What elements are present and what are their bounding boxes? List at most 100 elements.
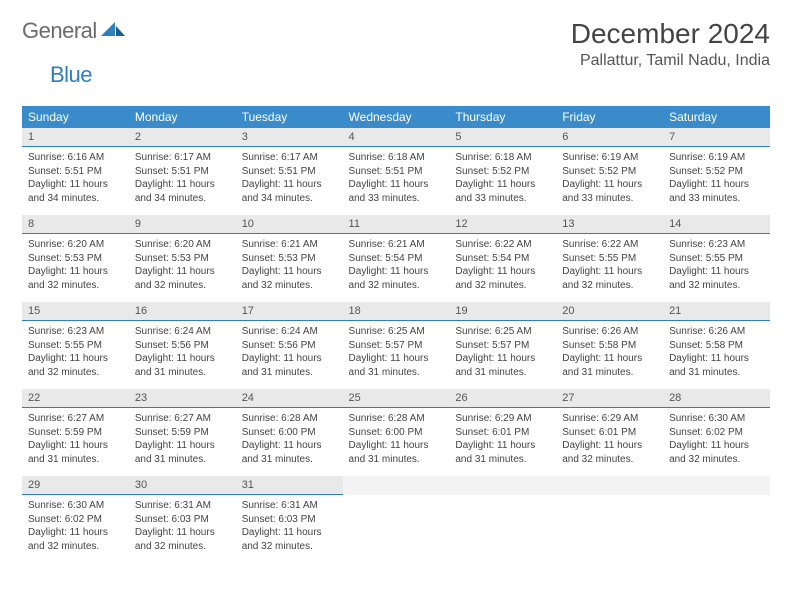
daylight-text: Daylight: 11 hours and 32 minutes.	[455, 265, 550, 292]
daylight-text: Daylight: 11 hours and 31 minutes.	[242, 439, 337, 466]
day-detail-cell: Sunrise: 6:21 AMSunset: 5:53 PMDaylight:…	[236, 234, 343, 303]
day-number-cell: 26	[449, 389, 556, 408]
day-detail-cell: Sunrise: 6:18 AMSunset: 5:51 PMDaylight:…	[343, 147, 450, 216]
daylight-text: Daylight: 11 hours and 32 minutes.	[28, 352, 123, 379]
day-number-cell: 27	[556, 389, 663, 408]
day-number-cell: 29	[22, 476, 129, 495]
sunrise-text: Sunrise: 6:31 AM	[135, 499, 230, 513]
day-number-row: 22232425262728	[22, 389, 770, 408]
sunset-text: Sunset: 6:00 PM	[349, 426, 444, 440]
sunrise-text: Sunrise: 6:18 AM	[455, 151, 550, 165]
weekday-header: Tuesday	[236, 106, 343, 128]
sunset-text: Sunset: 6:02 PM	[669, 426, 764, 440]
day-detail-cell: Sunrise: 6:17 AMSunset: 5:51 PMDaylight:…	[236, 147, 343, 216]
day-number-cell	[556, 476, 663, 495]
sunset-text: Sunset: 5:54 PM	[349, 252, 444, 266]
daylight-text: Daylight: 11 hours and 34 minutes.	[28, 178, 123, 205]
day-detail-cell: Sunrise: 6:19 AMSunset: 5:52 PMDaylight:…	[556, 147, 663, 216]
day-number-cell: 30	[129, 476, 236, 495]
day-number-row: 293031	[22, 476, 770, 495]
daylight-text: Daylight: 11 hours and 31 minutes.	[455, 352, 550, 379]
day-detail-row: Sunrise: 6:20 AMSunset: 5:53 PMDaylight:…	[22, 234, 770, 303]
day-detail-cell: Sunrise: 6:16 AMSunset: 5:51 PMDaylight:…	[22, 147, 129, 216]
sunrise-text: Sunrise: 6:22 AM	[562, 238, 657, 252]
day-detail-cell: Sunrise: 6:28 AMSunset: 6:00 PMDaylight:…	[236, 408, 343, 477]
day-detail-row: Sunrise: 6:27 AMSunset: 5:59 PMDaylight:…	[22, 408, 770, 477]
day-detail-cell: Sunrise: 6:30 AMSunset: 6:02 PMDaylight:…	[22, 495, 129, 564]
daylight-text: Daylight: 11 hours and 31 minutes.	[135, 352, 230, 379]
daylight-text: Daylight: 11 hours and 31 minutes.	[562, 352, 657, 379]
day-detail-row: Sunrise: 6:30 AMSunset: 6:02 PMDaylight:…	[22, 495, 770, 564]
day-number-cell: 3	[236, 128, 343, 147]
sunset-text: Sunset: 5:59 PM	[135, 426, 230, 440]
sunrise-text: Sunrise: 6:27 AM	[135, 412, 230, 426]
daylight-text: Daylight: 11 hours and 31 minutes.	[242, 352, 337, 379]
day-number-cell: 2	[129, 128, 236, 147]
sunset-text: Sunset: 5:51 PM	[349, 165, 444, 179]
sunset-text: Sunset: 5:55 PM	[28, 339, 123, 353]
day-detail-cell: Sunrise: 6:24 AMSunset: 5:56 PMDaylight:…	[129, 321, 236, 390]
brand-sail-icon	[101, 20, 125, 43]
weekday-header: Sunday	[22, 106, 129, 128]
daylight-text: Daylight: 11 hours and 32 minutes.	[28, 265, 123, 292]
daylight-text: Daylight: 11 hours and 32 minutes.	[669, 265, 764, 292]
sunrise-text: Sunrise: 6:29 AM	[562, 412, 657, 426]
daylight-text: Daylight: 11 hours and 33 minutes.	[455, 178, 550, 205]
day-detail-cell: Sunrise: 6:20 AMSunset: 5:53 PMDaylight:…	[129, 234, 236, 303]
sunset-text: Sunset: 6:03 PM	[242, 513, 337, 527]
sunset-text: Sunset: 5:53 PM	[28, 252, 123, 266]
weekday-header: Saturday	[663, 106, 770, 128]
day-detail-cell: Sunrise: 6:26 AMSunset: 5:58 PMDaylight:…	[556, 321, 663, 390]
sunset-text: Sunset: 5:55 PM	[562, 252, 657, 266]
sunrise-text: Sunrise: 6:24 AM	[135, 325, 230, 339]
day-detail-cell: Sunrise: 6:22 AMSunset: 5:55 PMDaylight:…	[556, 234, 663, 303]
daylight-text: Daylight: 11 hours and 32 minutes.	[349, 265, 444, 292]
day-number-cell: 19	[449, 302, 556, 321]
sunrise-text: Sunrise: 6:17 AM	[242, 151, 337, 165]
day-number-row: 15161718192021	[22, 302, 770, 321]
sunset-text: Sunset: 5:53 PM	[135, 252, 230, 266]
day-detail-cell: Sunrise: 6:24 AMSunset: 5:56 PMDaylight:…	[236, 321, 343, 390]
day-number-cell: 24	[236, 389, 343, 408]
daylight-text: Daylight: 11 hours and 32 minutes.	[562, 439, 657, 466]
sunset-text: Sunset: 5:56 PM	[135, 339, 230, 353]
sunset-text: Sunset: 5:51 PM	[242, 165, 337, 179]
weekday-header: Friday	[556, 106, 663, 128]
sunset-text: Sunset: 5:52 PM	[455, 165, 550, 179]
day-detail-cell: Sunrise: 6:31 AMSunset: 6:03 PMDaylight:…	[129, 495, 236, 564]
day-detail-cell: Sunrise: 6:21 AMSunset: 5:54 PMDaylight:…	[343, 234, 450, 303]
weekday-header-row: Sunday Monday Tuesday Wednesday Thursday…	[22, 106, 770, 128]
day-number-cell: 12	[449, 215, 556, 234]
sunrise-text: Sunrise: 6:26 AM	[562, 325, 657, 339]
sunset-text: Sunset: 5:57 PM	[349, 339, 444, 353]
daylight-text: Daylight: 11 hours and 32 minutes.	[28, 526, 123, 553]
daylight-text: Daylight: 11 hours and 34 minutes.	[135, 178, 230, 205]
daylight-text: Daylight: 11 hours and 31 minutes.	[135, 439, 230, 466]
day-number-cell: 18	[343, 302, 450, 321]
daylight-text: Daylight: 11 hours and 31 minutes.	[28, 439, 123, 466]
day-detail-cell: Sunrise: 6:30 AMSunset: 6:02 PMDaylight:…	[663, 408, 770, 477]
day-detail-cell: Sunrise: 6:19 AMSunset: 5:52 PMDaylight:…	[663, 147, 770, 216]
calendar-table: Sunday Monday Tuesday Wednesday Thursday…	[22, 106, 770, 563]
sunset-text: Sunset: 5:59 PM	[28, 426, 123, 440]
day-number-cell: 6	[556, 128, 663, 147]
sunrise-text: Sunrise: 6:16 AM	[28, 151, 123, 165]
sunset-text: Sunset: 6:01 PM	[455, 426, 550, 440]
daylight-text: Daylight: 11 hours and 33 minutes.	[349, 178, 444, 205]
day-detail-cell: Sunrise: 6:18 AMSunset: 5:52 PMDaylight:…	[449, 147, 556, 216]
day-detail-row: Sunrise: 6:23 AMSunset: 5:55 PMDaylight:…	[22, 321, 770, 390]
day-detail-cell: Sunrise: 6:28 AMSunset: 6:00 PMDaylight:…	[343, 408, 450, 477]
day-number-row: 1234567	[22, 128, 770, 147]
sunset-text: Sunset: 5:55 PM	[669, 252, 764, 266]
sunset-text: Sunset: 5:51 PM	[28, 165, 123, 179]
daylight-text: Daylight: 11 hours and 32 minutes.	[135, 526, 230, 553]
day-detail-cell: Sunrise: 6:22 AMSunset: 5:54 PMDaylight:…	[449, 234, 556, 303]
day-detail-cell: Sunrise: 6:25 AMSunset: 5:57 PMDaylight:…	[343, 321, 450, 390]
daylight-text: Daylight: 11 hours and 33 minutes.	[562, 178, 657, 205]
day-number-cell: 10	[236, 215, 343, 234]
sunrise-text: Sunrise: 6:20 AM	[135, 238, 230, 252]
sunrise-text: Sunrise: 6:17 AM	[135, 151, 230, 165]
day-detail-cell	[449, 495, 556, 564]
day-number-cell: 20	[556, 302, 663, 321]
sunrise-text: Sunrise: 6:28 AM	[349, 412, 444, 426]
